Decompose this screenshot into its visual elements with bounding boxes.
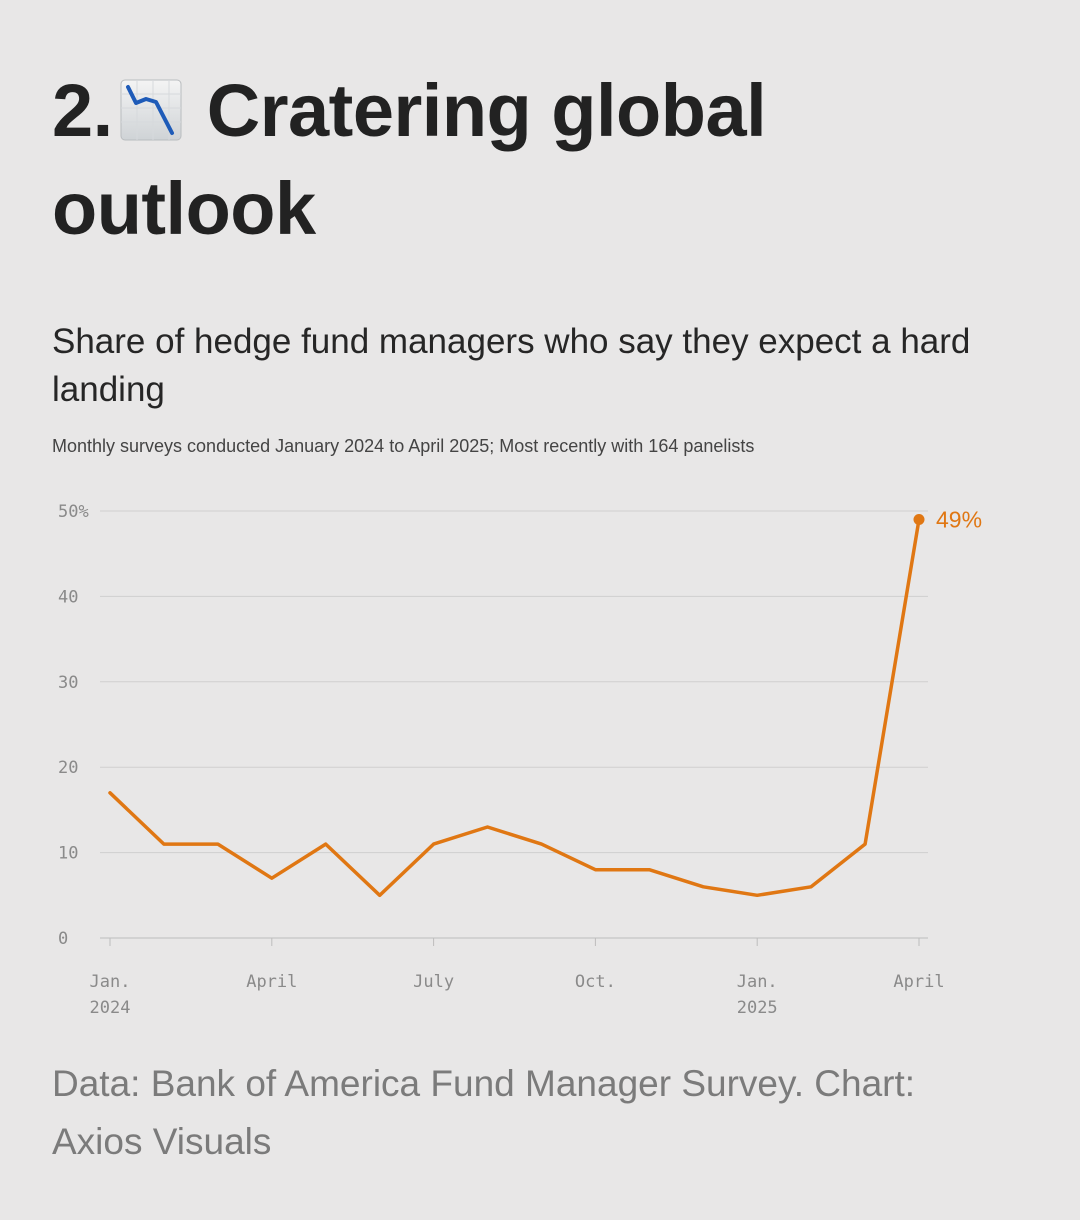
- source-note: Data: Bank of America Fund Manager Surve…: [52, 1063, 916, 1162]
- chart-dek: Monthly surveys conducted January 2024 t…: [52, 436, 755, 456]
- y-tick-label: 0: [58, 929, 68, 949]
- headline-number: 2.: [52, 69, 113, 152]
- x-tick-label: Oct.: [575, 972, 616, 992]
- y-tick-label: 30: [58, 673, 78, 693]
- last-point-marker: [913, 514, 925, 526]
- headline: 2. Cratering global outlook: [52, 62, 1032, 258]
- x-tick-label: April: [246, 972, 297, 992]
- x-tick-label-year: 2024: [90, 998, 131, 1018]
- x-tick-label: Jan.: [737, 972, 778, 992]
- chart-subtitle: Share of hedge fund managers who say the…: [52, 322, 971, 409]
- line-chart: 0 10 20 30 40 50% Jan. 2024 April July Oct. Jan. 202…: [58, 502, 982, 1018]
- y-tick-label: 50%: [58, 502, 89, 522]
- series-line: [108, 517, 921, 898]
- end-value-label: 49%: [936, 507, 982, 533]
- x-tick-label: July: [413, 972, 454, 992]
- chart-decreasing-emoji-icon: [120, 79, 182, 141]
- x-tick-label: April: [893, 972, 944, 992]
- x-tick-label-year: 2025: [737, 998, 778, 1018]
- y-tick-label: 20: [58, 758, 78, 778]
- y-tick-label: 10: [58, 844, 78, 864]
- y-tick-label: 40: [58, 587, 78, 607]
- x-tick-label: Jan.: [90, 972, 131, 992]
- headline-title: Cratering global outlook: [52, 69, 767, 250]
